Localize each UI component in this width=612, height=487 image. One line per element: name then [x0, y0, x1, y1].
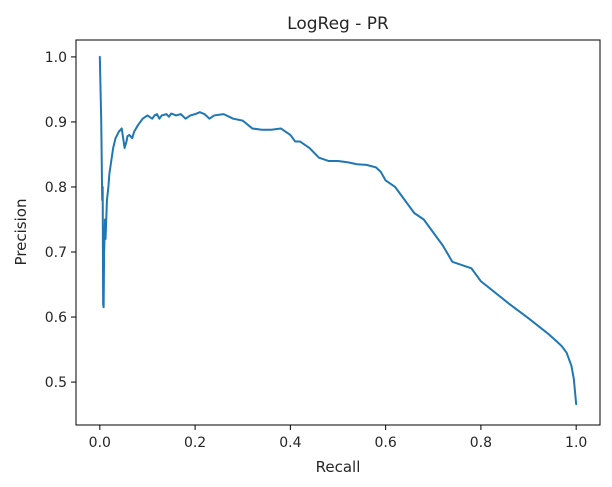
plot-area-frame [75, 39, 601, 426]
pr-curve-line [98, 55, 578, 406]
y-tick-label: 0.8 [45, 180, 67, 196]
y-tick-label: 0.6 [45, 310, 67, 326]
x-tick-label: 0.2 [184, 435, 206, 451]
x-axis-ticks: 0.0 0.2 0.4 0.6 0.8 1.0 [89, 425, 587, 451]
x-tick-label: 0.0 [89, 435, 111, 451]
x-tick-label: 0.4 [279, 435, 301, 451]
y-tick-label: 0.5 [45, 375, 67, 391]
y-tick-label: 0.9 [45, 115, 67, 131]
y-axis-label: Precision [12, 199, 30, 266]
x-tick-label: 0.6 [375, 435, 397, 451]
x-axis-label: Recall [316, 458, 361, 476]
y-tick-label: 1.0 [45, 50, 67, 66]
y-tick-label: 0.7 [45, 245, 67, 261]
y-axis-ticks: 0.5 0.6 0.7 0.8 0.9 1.0 [45, 50, 76, 391]
x-tick-label: 0.8 [470, 435, 492, 451]
chart-title: LogReg - PR [287, 14, 389, 34]
x-tick-label: 1.0 [565, 435, 587, 451]
